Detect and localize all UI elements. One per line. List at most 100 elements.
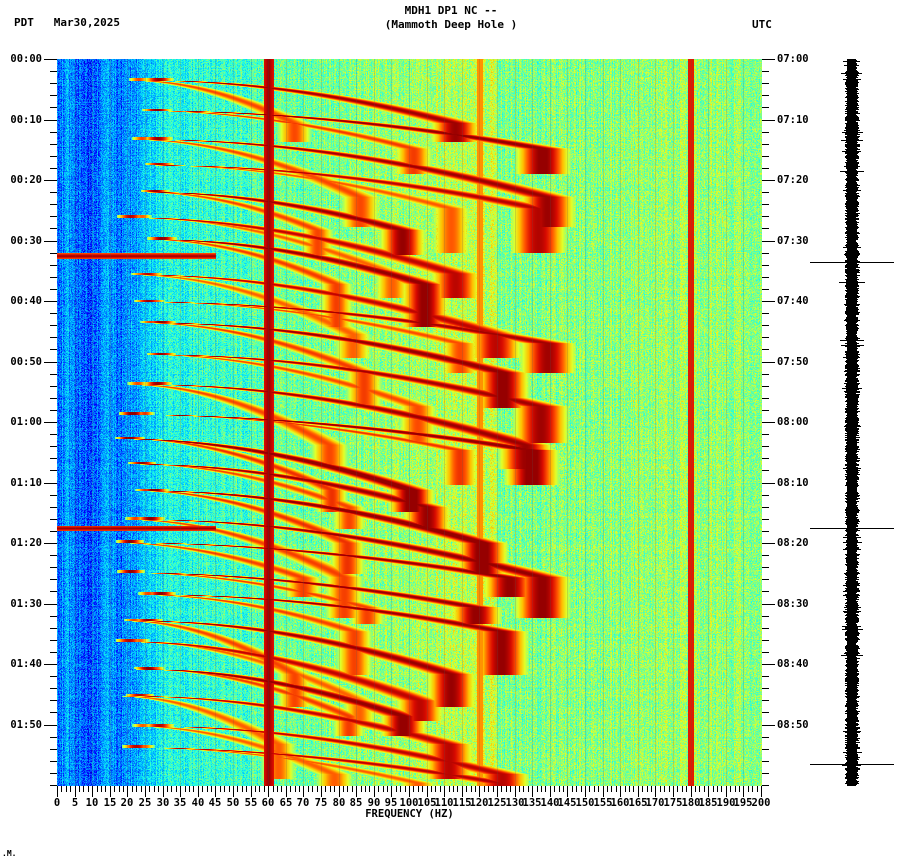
tick-major (57, 786, 58, 797)
tick-minor (589, 786, 590, 792)
tick-minor (647, 786, 648, 792)
tick-minor (762, 712, 769, 713)
tick-minor (762, 773, 769, 774)
tick-minor (475, 786, 476, 792)
tick-minor (123, 786, 124, 792)
tick-major (251, 786, 252, 797)
tick-minor (576, 786, 577, 792)
tick-major (409, 786, 410, 797)
tick-minor (554, 786, 555, 792)
tick-minor (308, 786, 309, 792)
tick-minor (343, 786, 344, 792)
tick-major (44, 604, 57, 605)
frequency-label: 50 (226, 797, 240, 809)
tick-minor (762, 132, 769, 133)
tick-major (620, 786, 621, 797)
tick-minor (50, 410, 57, 411)
tick-minor (762, 458, 769, 459)
frequency-label: 10 (85, 797, 99, 809)
tick-major (427, 786, 428, 797)
tick-minor (748, 786, 749, 792)
frequency-label: 60 (261, 797, 275, 809)
tick-minor (50, 555, 57, 556)
tick-minor (167, 786, 168, 792)
tick-minor (762, 676, 769, 677)
tick-minor (50, 761, 57, 762)
tick-minor (762, 192, 769, 193)
tick-minor (704, 786, 705, 792)
tick-major (268, 786, 269, 797)
tick-minor (607, 786, 608, 792)
tick-minor (101, 786, 102, 792)
tick-major (761, 786, 762, 797)
tick-major (215, 786, 216, 797)
tick-minor (50, 132, 57, 133)
tick-major (44, 301, 57, 302)
tick-minor (762, 410, 769, 411)
frequency-label: 150 (575, 797, 595, 809)
tick-minor (762, 519, 769, 520)
tick-minor (50, 700, 57, 701)
tick-minor (762, 398, 769, 399)
tick-minor (50, 216, 57, 217)
tick-major (762, 422, 775, 423)
time-label-utc: 08:00 (777, 416, 809, 428)
tick-major (762, 180, 775, 181)
tick-major (726, 786, 727, 797)
tick-minor (50, 567, 57, 568)
tick-minor (242, 786, 243, 792)
tick-minor (207, 786, 208, 792)
time-label-utc: 08:30 (777, 598, 809, 610)
frequency-label: 15 (103, 797, 117, 809)
frequency-axis: 0 5 10 15 20 25 30 35 40 45 50 55 60 65 70 75 80 85 90 95 10… (54, 786, 770, 820)
tick-minor (762, 749, 769, 750)
tick-minor (114, 786, 115, 792)
tick-minor (50, 785, 57, 786)
frequency-label: 105 (417, 797, 437, 809)
tick-minor (762, 628, 769, 629)
tick-major (233, 786, 234, 797)
tick-major (762, 362, 775, 363)
tick-major (44, 483, 57, 484)
tick-minor (431, 786, 432, 792)
tick-major (110, 786, 111, 797)
tick-major (44, 59, 57, 60)
tick-minor (717, 786, 718, 792)
tick-minor (440, 786, 441, 792)
tick-minor (255, 786, 256, 792)
tick-minor (50, 531, 57, 532)
tick-minor (762, 253, 769, 254)
tick-minor (97, 786, 98, 792)
tick-minor (154, 786, 155, 792)
time-label-pdt: 00:30 (10, 235, 42, 247)
tick-minor (50, 95, 57, 96)
tick-minor (290, 786, 291, 792)
tick-major (762, 483, 775, 484)
tick-minor (88, 786, 89, 792)
tick-major (743, 786, 744, 797)
tick-minor (762, 531, 769, 532)
tick-minor (545, 786, 546, 792)
time-label-pdt: 01:30 (10, 598, 42, 610)
tick-minor (762, 156, 769, 157)
tick-major (603, 786, 604, 797)
tick-major (762, 725, 775, 726)
tick-minor (453, 786, 454, 792)
tick-minor (466, 786, 467, 792)
tick-minor (50, 204, 57, 205)
tick-minor (739, 786, 740, 792)
frequency-label: 40 (191, 797, 205, 809)
time-label-utc: 07:50 (777, 356, 809, 368)
tick-minor (762, 495, 769, 496)
tick-major (44, 241, 57, 242)
spectrogram-plot[interactable] (57, 59, 762, 786)
tick-minor (369, 786, 370, 792)
tick-major (321, 786, 322, 797)
frequency-label: 180 (681, 797, 701, 809)
frequency-label: 5 (71, 797, 79, 809)
tick-minor (762, 434, 769, 435)
tick-minor (762, 567, 769, 568)
tick-major (762, 543, 775, 544)
tick-minor (762, 313, 769, 314)
frequency-label: 115 (452, 797, 472, 809)
